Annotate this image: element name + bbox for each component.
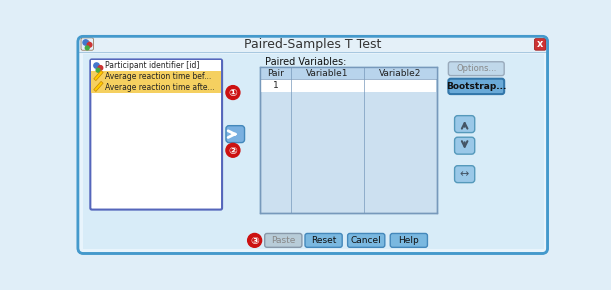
Bar — [91, 71, 221, 82]
Circle shape — [247, 233, 262, 247]
Text: Variable1: Variable1 — [306, 69, 349, 78]
Text: Bootstrap...: Bootstrap... — [446, 82, 507, 91]
FancyBboxPatch shape — [448, 62, 504, 76]
FancyBboxPatch shape — [265, 233, 302, 247]
Text: ③: ③ — [251, 236, 259, 246]
Text: ②: ② — [229, 146, 237, 156]
FancyBboxPatch shape — [348, 233, 385, 247]
FancyBboxPatch shape — [455, 116, 475, 133]
Circle shape — [98, 66, 103, 70]
Text: Pair: Pair — [267, 69, 284, 78]
FancyBboxPatch shape — [455, 137, 475, 154]
FancyBboxPatch shape — [455, 166, 475, 183]
Text: Reset: Reset — [311, 236, 336, 245]
FancyBboxPatch shape — [390, 233, 428, 247]
Text: ①: ① — [229, 88, 237, 98]
FancyBboxPatch shape — [535, 39, 546, 50]
Bar — [91, 60, 221, 71]
Text: Paste: Paste — [271, 236, 296, 245]
FancyBboxPatch shape — [448, 79, 504, 94]
Bar — [260, 67, 437, 79]
Circle shape — [86, 46, 89, 50]
Text: Options...: Options... — [456, 64, 497, 73]
Circle shape — [94, 63, 99, 68]
Text: ®: ® — [84, 42, 91, 48]
Circle shape — [87, 43, 92, 47]
Bar — [261, 79, 436, 92]
Text: Cancel: Cancel — [351, 236, 382, 245]
Circle shape — [226, 143, 240, 157]
Text: Paired-Samples T Test: Paired-Samples T Test — [244, 38, 381, 51]
Text: ↔: ↔ — [460, 169, 469, 179]
Text: x: x — [537, 39, 543, 49]
FancyBboxPatch shape — [78, 36, 547, 253]
Bar — [260, 67, 437, 213]
Bar — [82, 54, 544, 249]
Text: Paired Variables:: Paired Variables: — [265, 57, 346, 67]
Text: Help: Help — [398, 236, 419, 245]
FancyBboxPatch shape — [226, 126, 244, 143]
Circle shape — [96, 68, 100, 72]
Text: Average reaction time bef...: Average reaction time bef... — [105, 72, 211, 81]
Bar — [91, 82, 221, 93]
Circle shape — [226, 86, 240, 99]
Text: Participant identifier [id]: Participant identifier [id] — [105, 61, 199, 70]
FancyBboxPatch shape — [78, 36, 547, 53]
Circle shape — [83, 40, 89, 45]
FancyBboxPatch shape — [305, 233, 342, 247]
Text: Variable2: Variable2 — [379, 69, 422, 78]
Text: 1: 1 — [273, 81, 279, 90]
Text: Average reaction time afte...: Average reaction time afte... — [105, 83, 214, 92]
FancyBboxPatch shape — [90, 59, 222, 210]
